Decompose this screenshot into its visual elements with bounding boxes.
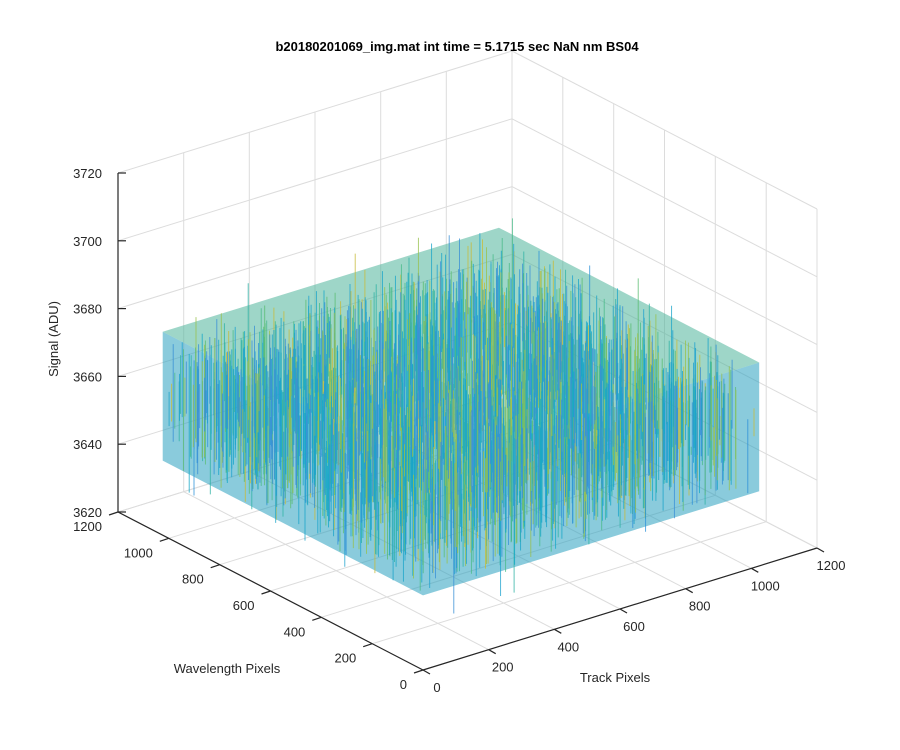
y-axis-tick [413, 669, 424, 674]
y-axis-tick [312, 616, 322, 621]
back-wall-grid-line [117, 50, 513, 174]
back-wall-grid-line [117, 118, 513, 242]
x-axis-tick [751, 567, 759, 573]
surface-noise-strands [172, 235, 733, 614]
y-axis-tick [261, 590, 271, 595]
z-tick-label: 3620 [73, 505, 102, 520]
z-tick-label: 3720 [73, 166, 102, 181]
y-tick-label: 800 [182, 572, 204, 587]
y-axis-tick [159, 537, 169, 542]
x-axis-tick [554, 628, 562, 634]
y-tick-label: 1200 [73, 519, 102, 534]
x-tick-label: 400 [557, 639, 579, 654]
x-tick-label: 1200 [817, 558, 846, 573]
x-axis-tick [685, 588, 693, 594]
side-wall-grid-line [511, 118, 818, 278]
y-tick-label: 400 [284, 624, 306, 639]
y-axis-label: Wavelength Pixels [174, 661, 281, 676]
z-tick-label: 3660 [73, 369, 102, 384]
x-tick-label: 600 [623, 619, 645, 634]
floor-grid-line [372, 521, 767, 645]
tick-labels: 0 200 400 600 800 1000 1200 0 200 400 600 800 1000 12… [73, 166, 845, 695]
y-axis-tick [210, 564, 220, 569]
x-tick-label: 0 [433, 680, 440, 695]
x-tick-label: 200 [492, 660, 514, 675]
x-axis-tick [619, 608, 628, 614]
y-tick-label: 200 [334, 651, 356, 666]
x-tick-label: 800 [689, 599, 711, 614]
x-axis-tick [422, 669, 431, 675]
back-wall-grid-line [117, 186, 513, 310]
x-axis-tick [488, 649, 496, 655]
z-tick-label: 3640 [73, 437, 102, 452]
z-tick-label: 3680 [73, 302, 102, 317]
z-tick-label: 3700 [73, 234, 102, 249]
side-wall-grid-line [511, 186, 818, 346]
y-tick-label: 600 [233, 598, 255, 613]
chart-title: b20180201069_img.mat int time = 5.1715 s… [275, 39, 639, 54]
x-tick-label: 1000 [751, 578, 780, 593]
y-tick-label: 0 [400, 677, 407, 692]
x-axis-tick [816, 547, 825, 553]
z-axis-label: Signal (ADU) [46, 301, 61, 377]
x-axis-label: Track Pixels [580, 670, 651, 685]
y-axis-tick [363, 643, 373, 648]
y-axis-tick [108, 511, 119, 516]
side-wall-grid-line [511, 50, 818, 210]
axes [108, 172, 825, 675]
surface-mesh [162, 218, 760, 614]
y-tick-label: 1000 [124, 545, 153, 560]
